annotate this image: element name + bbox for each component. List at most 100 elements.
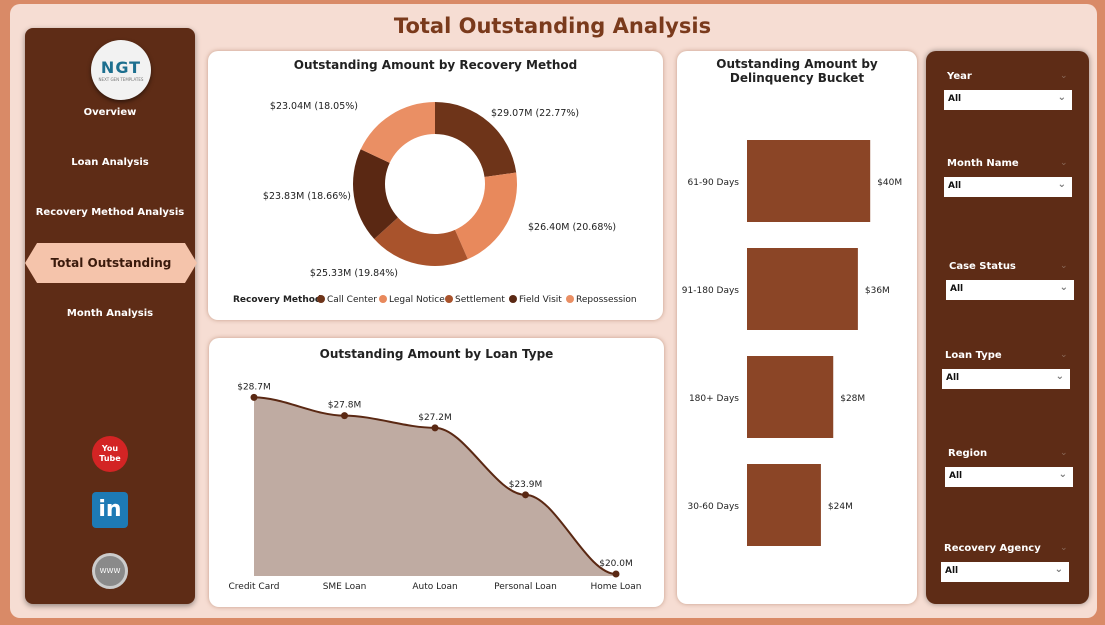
data-label: $28M [840,394,865,404]
dropdown-value: All [946,373,960,383]
legend-marker [566,295,574,303]
data-label: $40M [877,178,902,188]
filter-label-month-name: Month Name [947,158,1019,169]
legend-item[interactable]: Repossession [576,295,637,305]
data-label: $25.33M (19.84%) [310,268,398,279]
data-label: $23.04M (18.05%) [270,101,358,112]
chevron-down-icon: ⌄ [1054,564,1063,575]
delinquency-card: Outstanding Amount by Delinquency Bucket… [677,51,917,604]
chevron-down-icon: ⌄ [1058,469,1067,480]
nav-total-outstanding-analysis[interactable]: Total Outstanding Analysis [25,243,197,283]
chart-title: Outstanding Amount by Delinquency Bucket [716,57,878,85]
filter-label-loan-type: Loan Type [945,350,1002,361]
nav-overview[interactable]: Overview [83,107,137,118]
filter-label-recovery-agency: Recovery Agency [944,543,1041,554]
legend-item[interactable]: Settlement [455,295,505,305]
legend-item[interactable]: Legal Notice [389,295,445,305]
data-label: $20.0M [599,559,633,569]
legend-item[interactable]: Field Visit [519,295,562,305]
x-tick-label: Credit Card [229,582,280,592]
legend-marker [509,295,517,303]
chevron-down-icon: ⌄ [1057,92,1066,103]
data-label: $23.9M [509,480,543,490]
page-title: Total Outstanding Analysis [393,14,712,38]
donut-chart: $29.07M (22.77%) $26.40M (20.68%) $25.33M … [233,101,637,305]
filter-panel: Year ⌄ All ⌄ Month Name ⌄ All ⌄ Case Status ⌄ All ⌄… [926,51,1089,604]
filter-label-case-status: Case Status [949,261,1016,272]
globe-icon[interactable]: WWW [92,553,128,589]
x-tick-label: Auto Loan [412,582,457,592]
x-tick-label: SME Loan [323,582,367,592]
donut-slice-field-visit[interactable] [353,149,398,240]
y-tick-label: 61-90 Days [688,178,740,188]
nav-recovery-method-analysis[interactable]: Recovery Method Analysis [35,207,185,218]
chevron-down-icon: ⌄ [1055,371,1064,382]
data-point[interactable] [612,570,620,578]
donut-slice-repossession[interactable] [360,102,435,163]
data-label: $26.40M (20.68%) [528,222,616,233]
x-tick-label: Personal Loan [494,582,557,592]
data-label: $28.7M [237,382,271,392]
linkedin-icon[interactable]: in [92,492,128,528]
data-label: $36M [865,286,890,296]
legend-title: Recovery Method [233,295,321,305]
donut-slice-legal-notice[interactable] [455,172,517,260]
filter-dropdown-loan-type[interactable]: All ⌄ [942,369,1070,389]
filter-label-region: Region [948,448,988,459]
bar[interactable] [747,248,858,330]
collapse-chevron-icon[interactable]: ⌄ [1060,543,1068,553]
y-tick-label: 180+ Days [689,394,739,404]
loan-type-card: Outstanding Amount by Loan Type $28.7M Cr… [209,338,664,607]
bar-chart: 61-90 Days $40M 91-180 Days $36M 180+ Days $2… [682,140,902,546]
x-tick-label: Home Loan [590,582,641,592]
y-tick-label: 91-180 Days [682,286,740,296]
legend-marker [317,295,325,303]
data-point[interactable] [250,393,258,401]
data-label: $27.8M [328,401,362,411]
filter-dropdown-month-name[interactable]: All ⌄ [944,177,1072,197]
collapse-chevron-icon[interactable]: ⌄ [1060,350,1068,360]
data-point[interactable] [341,412,348,420]
chevron-down-icon: ⌄ [1059,282,1068,293]
collapse-chevron-icon[interactable]: ⌄ [1060,261,1068,271]
data-point[interactable] [431,424,439,432]
filter-label-year: Year [947,71,972,82]
legend-marker [379,295,387,303]
data-label: $27.2M [418,413,452,423]
collapse-chevron-icon[interactable]: ⌄ [1060,158,1068,168]
donut-slice-call-center[interactable] [435,102,517,178]
recovery-method-card: Outstanding Amount by Recovery Method $2… [208,51,663,320]
filter-dropdown-region[interactable]: All ⌄ [945,467,1073,487]
dropdown-value: All [948,94,962,104]
data-label: $24M [828,502,853,512]
ngt-logo: NGT NEXT GEN TEMPLATES [91,40,151,100]
data-point[interactable] [522,491,529,499]
collapse-chevron-icon[interactable]: ⌄ [1060,448,1068,458]
area-line [253,396,617,575]
nav-month-analysis[interactable]: Month Analysis [66,308,154,319]
youtube-icon[interactable]: You Tube [92,436,128,472]
filter-dropdown-case-status[interactable]: All ⌄ [946,280,1074,300]
bar[interactable] [747,464,821,546]
dropdown-value: All [949,471,963,481]
nav-loan-analysis[interactable]: Loan Analysis [71,157,149,168]
legend-item[interactable]: Call Center [327,295,377,305]
donut-slice-settlement[interactable] [374,217,468,266]
area-chart: $28.7M Credit Card $27.8M SME Loan $27.2M Aut… [229,382,642,592]
collapse-chevron-icon[interactable]: ⌄ [1060,71,1068,81]
filter-dropdown-recovery-agency[interactable]: All ⌄ [941,562,1069,582]
legend-marker [445,295,453,303]
chart-title: Outstanding Amount by Loan Type [319,347,554,361]
dropdown-value: All [950,284,964,294]
filter-dropdown-year[interactable]: All ⌄ [944,90,1072,110]
y-tick-label: 30-60 Days [688,502,740,512]
area-fill [254,397,616,576]
data-label: $23.83M (18.66%) [263,191,351,202]
dropdown-value: All [945,566,959,576]
chart-title: Outstanding Amount by Recovery Method [293,58,578,72]
data-label: $29.07M (22.77%) [491,108,579,119]
bar[interactable] [747,140,871,222]
chevron-down-icon: ⌄ [1057,179,1066,190]
bar[interactable] [747,356,834,438]
dropdown-value: All [948,181,962,191]
